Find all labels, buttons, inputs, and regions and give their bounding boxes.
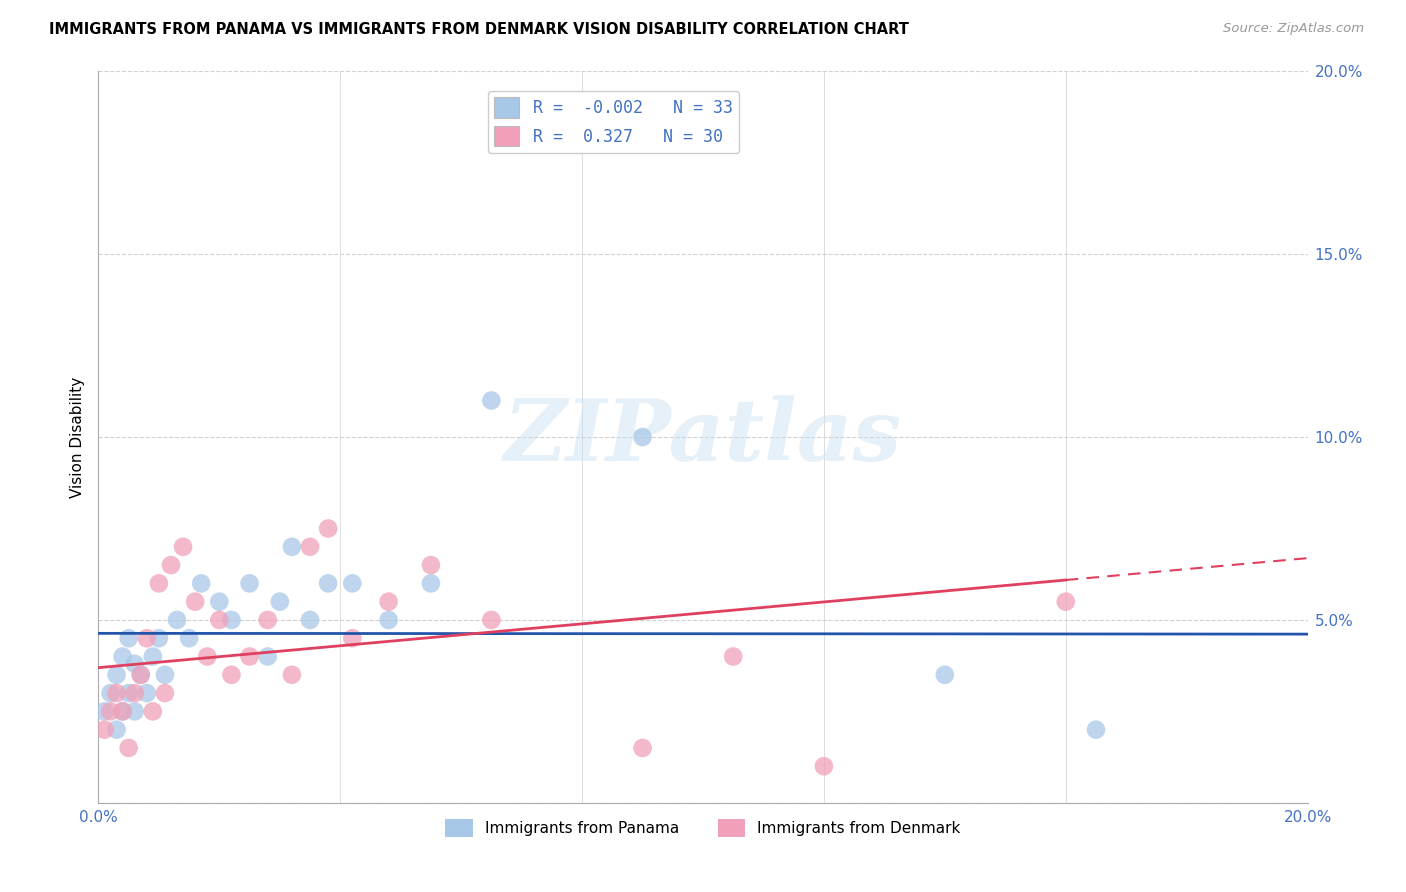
Point: [481, 613, 503, 627]
Y-axis label: Vision Disability: Vision Disability: [69, 376, 84, 498]
Point: [118, 686, 141, 700]
Point: [142, 705, 165, 719]
Point: [166, 613, 188, 627]
Point: [142, 649, 165, 664]
Point: [124, 705, 146, 719]
Point: [269, 594, 291, 608]
Point: [105, 723, 128, 737]
Point: [221, 667, 243, 681]
Point: [148, 632, 170, 646]
Point: [342, 576, 364, 591]
Point: [135, 632, 157, 646]
Point: [129, 667, 152, 681]
Point: [100, 705, 122, 719]
Point: [221, 613, 243, 627]
Point: [93, 705, 115, 719]
Point: [239, 649, 262, 664]
Point: [342, 632, 364, 646]
Point: [105, 686, 128, 700]
Point: [208, 594, 231, 608]
Point: [93, 723, 115, 737]
Point: [481, 393, 503, 408]
Point: [256, 613, 278, 627]
Point: [631, 430, 654, 444]
Point: [316, 521, 339, 535]
Point: [195, 649, 218, 664]
Point: [111, 705, 134, 719]
Point: [420, 558, 443, 573]
Point: [184, 594, 207, 608]
Point: [1085, 723, 1108, 737]
Point: [100, 686, 122, 700]
Point: [124, 686, 146, 700]
Point: [153, 667, 176, 681]
Text: Source: ZipAtlas.com: Source: ZipAtlas.com: [1223, 22, 1364, 36]
Point: [135, 686, 157, 700]
Point: [129, 667, 152, 681]
Point: [179, 632, 201, 646]
Point: [934, 667, 956, 681]
Legend: Immigrants from Panama, Immigrants from Denmark: Immigrants from Panama, Immigrants from …: [439, 813, 967, 843]
Text: IMMIGRANTS FROM PANAMA VS IMMIGRANTS FROM DENMARK VISION DISABILITY CORRELATION : IMMIGRANTS FROM PANAMA VS IMMIGRANTS FRO…: [49, 22, 910, 37]
Point: [256, 649, 278, 664]
Point: [172, 540, 194, 554]
Point: [299, 540, 322, 554]
Point: [316, 576, 339, 591]
Text: ZIPatlas: ZIPatlas: [503, 395, 903, 479]
Point: [631, 740, 654, 755]
Point: [105, 667, 128, 681]
Point: [153, 686, 176, 700]
Point: [111, 649, 134, 664]
Point: [118, 632, 141, 646]
Point: [281, 667, 304, 681]
Point: [208, 613, 231, 627]
Point: [190, 576, 212, 591]
Point: [239, 576, 262, 591]
Point: [723, 649, 745, 664]
Point: [281, 540, 304, 554]
Point: [118, 740, 141, 755]
Point: [420, 576, 443, 591]
Point: [1054, 594, 1077, 608]
Point: [377, 613, 399, 627]
Point: [124, 657, 146, 671]
Point: [111, 705, 134, 719]
Point: [160, 558, 183, 573]
Point: [148, 576, 170, 591]
Point: [299, 613, 322, 627]
Point: [377, 594, 399, 608]
Point: [813, 759, 835, 773]
